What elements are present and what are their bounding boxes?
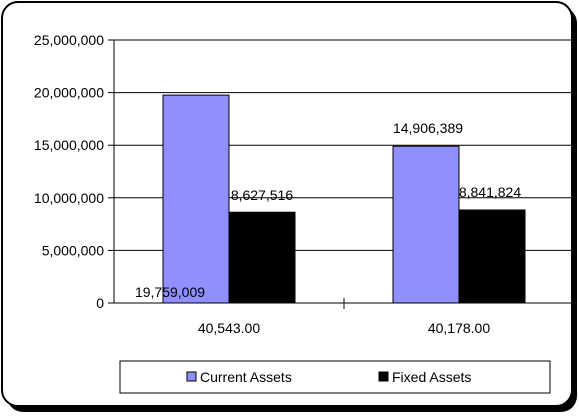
data-label: 14,906,389 — [393, 120, 463, 136]
data-label: 8,627,516 — [231, 187, 293, 203]
bars — [162, 94, 526, 304]
legend: Current Assets Fixed Assets — [119, 360, 551, 394]
y-axis-ticks: 0 5,000,000 10,000,000 15,000,000 20,000,000… — [34, 32, 114, 311]
y-tick-label: 25,000,000 — [34, 32, 104, 48]
bar-fixed-assets — [458, 209, 526, 304]
bar-current-assets — [392, 145, 460, 304]
y-tick-label: 10,000,000 — [34, 190, 104, 206]
x-axis-labels: 40,543.00 40,178.00 — [198, 320, 490, 336]
bar-fixed-assets — [228, 211, 296, 304]
data-label: 8,841,824 — [459, 184, 521, 200]
legend-label: Fixed Assets — [392, 369, 471, 385]
legend-box — [119, 360, 551, 394]
x-tick-label: 40,543.00 — [198, 320, 260, 336]
legend-swatch — [186, 371, 197, 382]
y-tick-label: 15,000,000 — [34, 137, 104, 153]
data-labels: 19,759,009 14,906,389 8,627,516 8,841,824 — [135, 120, 521, 300]
legend-label: Current Assets — [200, 369, 292, 385]
y-tick-label: 20,000,000 — [34, 85, 104, 101]
axes — [113, 40, 574, 309]
legend-swatch — [378, 371, 389, 382]
bar-current-assets — [162, 94, 230, 304]
data-label: 19,759,009 — [135, 284, 205, 300]
y-tick-label: 0 — [96, 295, 104, 311]
chart-border — [1, 1, 573, 407]
x-tick-label: 40,178.00 — [428, 320, 490, 336]
y-tick-label: 5,000,000 — [42, 242, 104, 258]
